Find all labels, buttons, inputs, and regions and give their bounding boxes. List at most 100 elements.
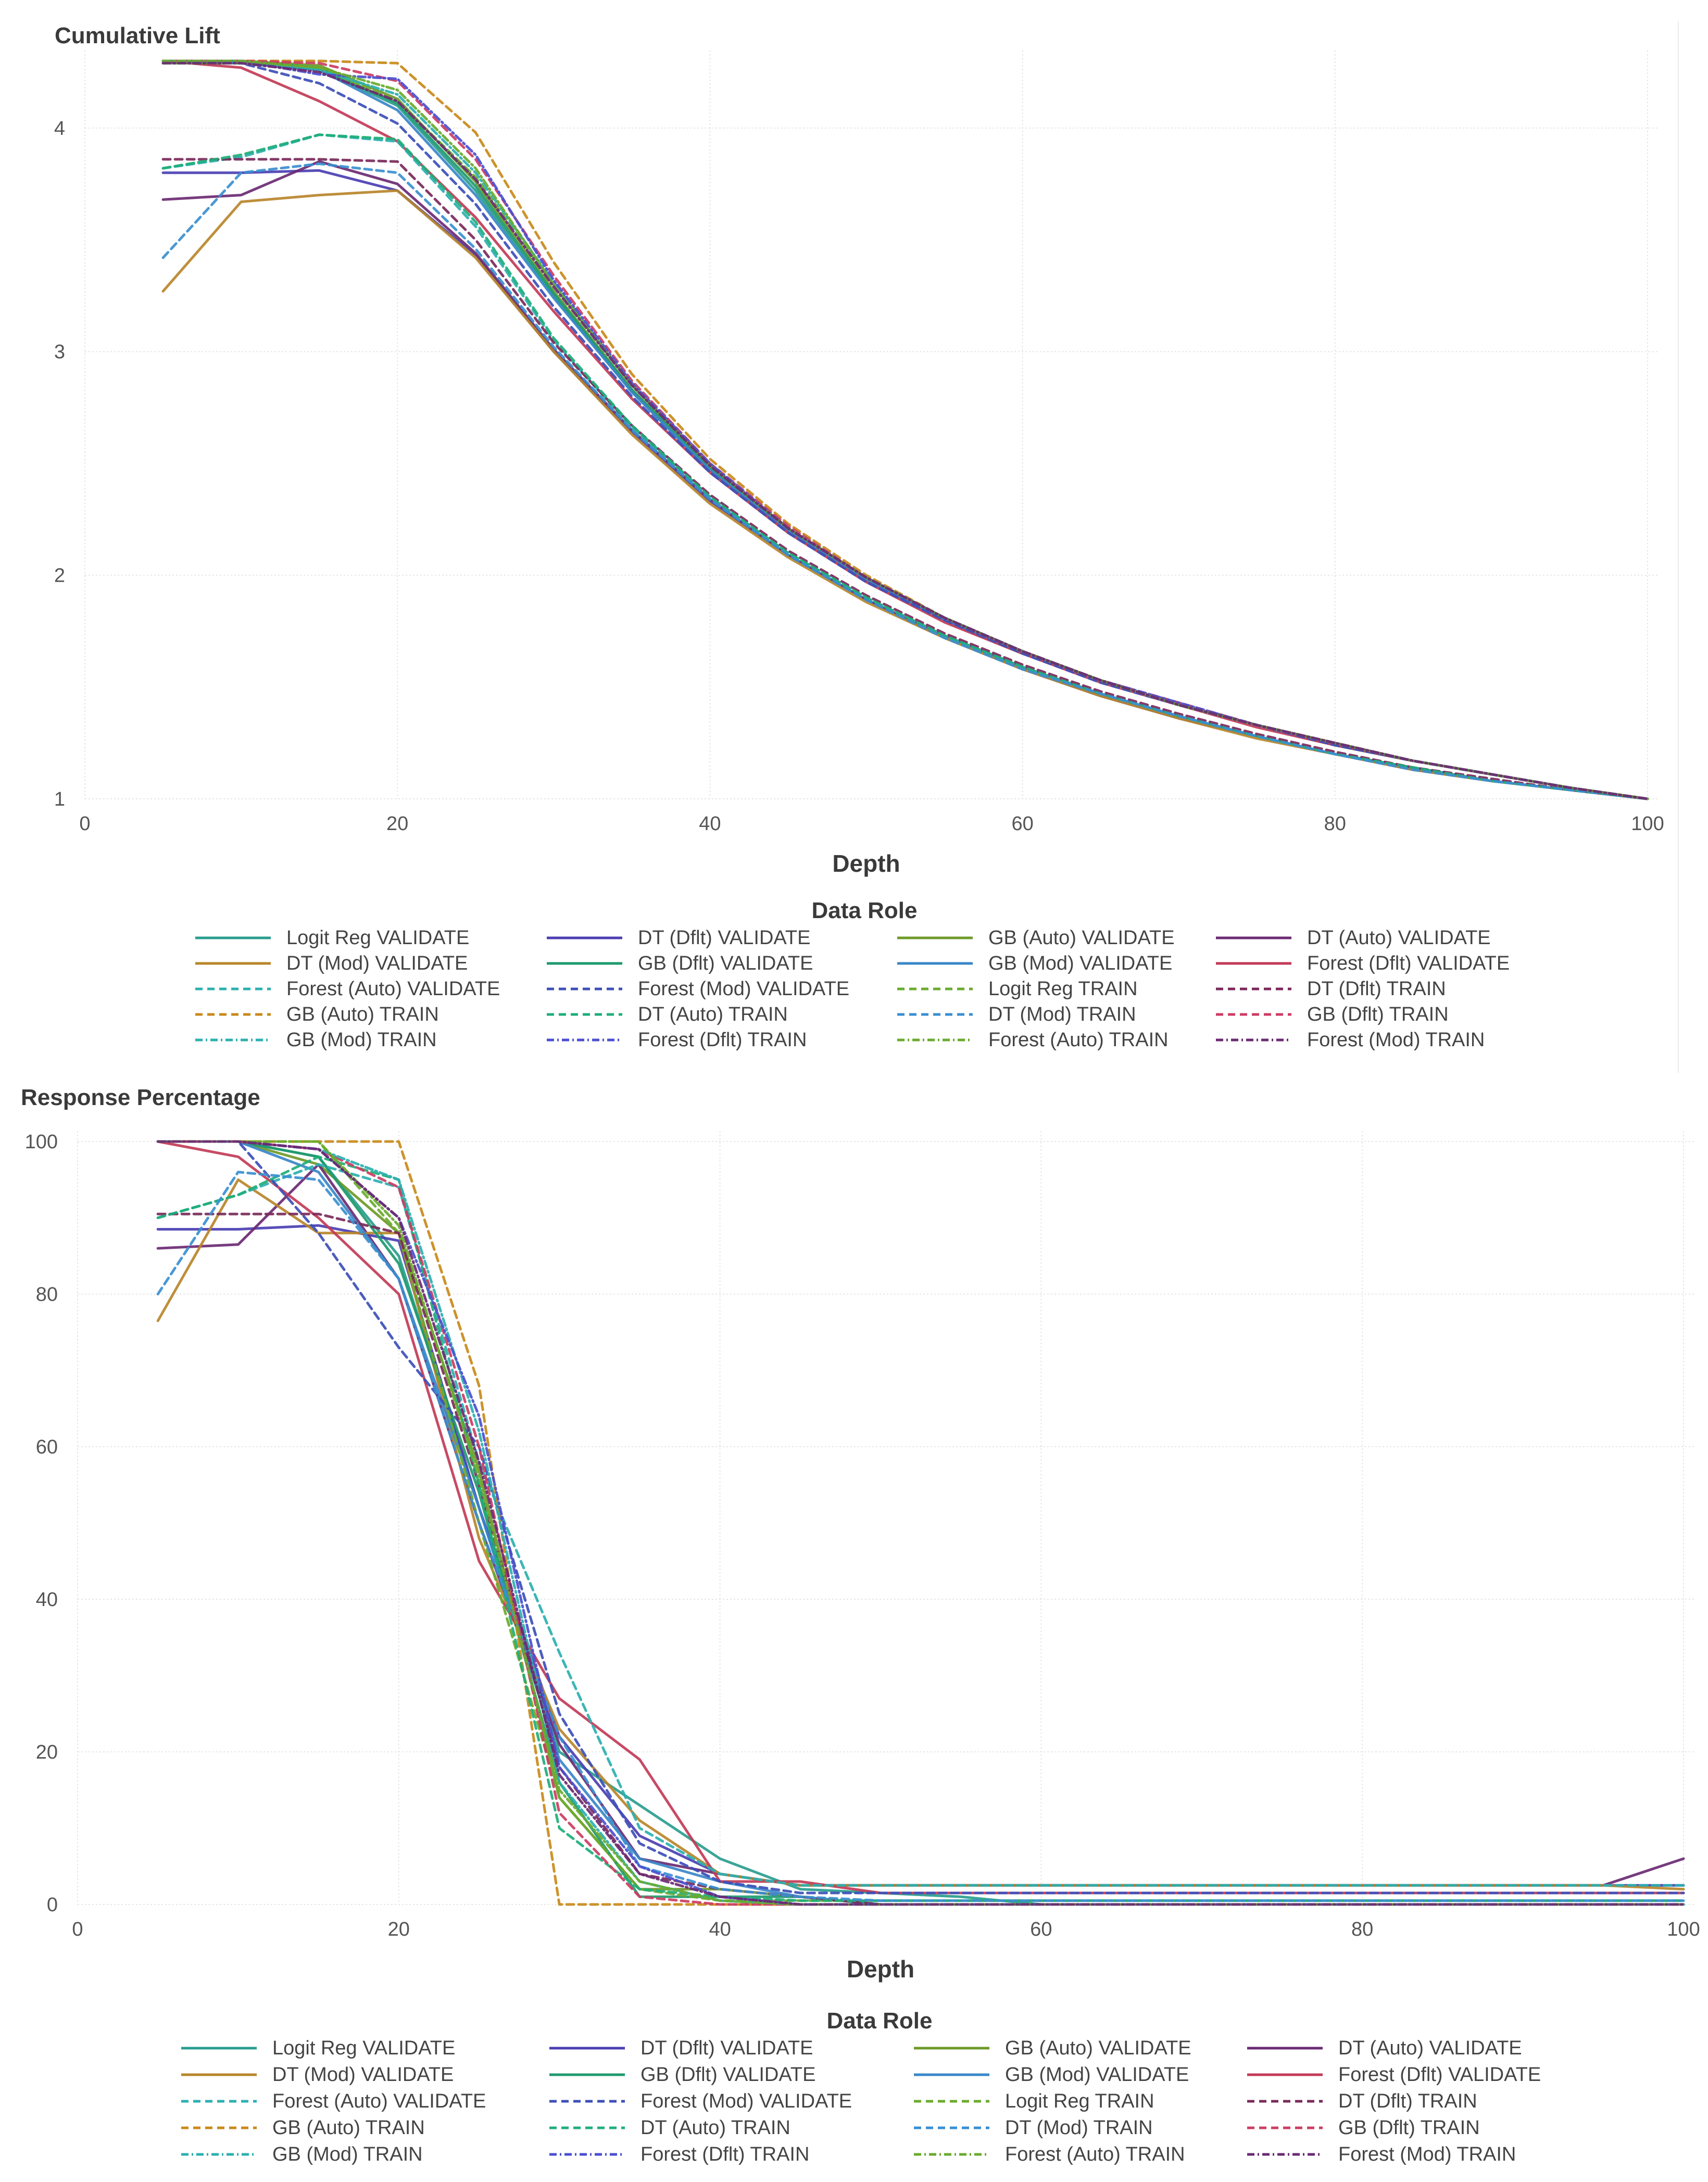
series-line-dt-dflt-validate <box>161 169 1649 800</box>
legend-item[interactable]: Logit Reg TRAIN <box>914 2090 1154 2112</box>
series-line-dt-dflt-train <box>156 1212 1685 1906</box>
legend-label: Logit Reg VALIDATE <box>272 2037 455 2059</box>
legend-item[interactable]: GB (Auto) VALIDATE <box>914 2037 1191 2059</box>
series-lines <box>161 59 1649 800</box>
legend-label: DT (Auto) VALIDATE <box>1307 927 1491 949</box>
legend-item[interactable]: DT (Auto) VALIDATE <box>1247 2037 1522 2059</box>
x-tick-label: 100 <box>1631 813 1664 835</box>
y-tick-label: 80 <box>36 1284 58 1306</box>
legend-label: Forest (Dflt) VALIDATE <box>1338 2064 1541 2086</box>
y-tick-label: 2 <box>54 565 65 587</box>
legend-item[interactable]: Forest (Dflt) VALIDATE <box>1216 952 1510 974</box>
legend-item[interactable]: Logit Reg VALIDATE <box>181 2037 455 2059</box>
legend-item[interactable]: GB (Auto) VALIDATE <box>897 927 1175 949</box>
legend-label: Forest (Auto) VALIDATE <box>286 978 500 1000</box>
legend-label: GB (Dflt) VALIDATE <box>638 952 813 974</box>
series-line-forest-mod-validate <box>156 1140 1685 1895</box>
legend-item[interactable]: Forest (Auto) VALIDATE <box>195 978 500 1000</box>
legend-label: Forest (Auto) TRAIN <box>1005 2143 1185 2165</box>
cumulative-lift-panel: Cumulative Lift 0 20 40 60 80 100 1 2 3 4 Depth Dat… <box>0 0 1708 1078</box>
x-tick-label: 20 <box>386 813 408 835</box>
legend-item[interactable]: GB (Auto) TRAIN <box>181 2117 425 2139</box>
legend-label: Forest (Auto) VALIDATE <box>272 2090 486 2112</box>
gridlines <box>77 1131 1694 1905</box>
legend-item[interactable]: GB (Mod) TRAIN <box>181 2143 423 2165</box>
legend-label: GB (Mod) TRAIN <box>272 2143 423 2165</box>
response-percentage-chart: 0 20 40 60 80 100 0 20 40 60 80 100 Depth Data Role Lo… <box>25 1131 1700 2165</box>
legend-item[interactable]: GB (Auto) TRAIN <box>195 1004 439 1025</box>
legend-item[interactable]: DT (Dflt) VALIDATE <box>547 927 810 949</box>
y-tick-label: 20 <box>36 1741 58 1763</box>
legend-item[interactable]: Logit Reg TRAIN <box>897 978 1138 1000</box>
legend-item[interactable]: DT (Mod) VALIDATE <box>195 952 468 974</box>
legend-item[interactable]: Forest (Auto) TRAIN <box>897 1029 1169 1051</box>
legend-label: GB (Mod) TRAIN <box>286 1029 437 1051</box>
series-line-dt-mod-validate <box>161 189 1649 800</box>
legend-item[interactable]: Forest (Dflt) TRAIN <box>549 2143 809 2165</box>
series-line-gb-dflt-train <box>156 1140 1685 1906</box>
series-line-forest-mod-validate <box>161 59 1649 800</box>
series-line-logit-reg-validate <box>161 61 1649 800</box>
x-axis-title: Depth <box>832 850 900 877</box>
legend-item[interactable]: Forest (Dflt) TRAIN <box>547 1029 807 1051</box>
series-line-dt-mod-validate <box>156 1178 1685 1891</box>
legend-item[interactable]: Forest (Dflt) VALIDATE <box>1247 2064 1541 2086</box>
series-line-forest-dflt-train <box>161 59 1649 800</box>
legend-item[interactable]: DT (Mod) VALIDATE <box>181 2064 454 2086</box>
legend-label: GB (Dflt) TRAIN <box>1307 1004 1449 1025</box>
legend-item[interactable]: DT (Dflt) VALIDATE <box>549 2037 813 2059</box>
series-line-forest-dflt-validate <box>161 59 1649 800</box>
legend-label: DT (Auto) TRAIN <box>638 1004 788 1025</box>
legend-item[interactable]: Forest (Auto) VALIDATE <box>181 2090 486 2112</box>
legend-item[interactable]: GB (Mod) VALIDATE <box>914 2064 1189 2086</box>
legend-item[interactable]: Forest (Mod) TRAIN <box>1216 1029 1485 1051</box>
legend-item[interactable]: GB (Mod) TRAIN <box>195 1029 437 1051</box>
legend: Logit Reg VALIDATE DT (Dflt) VALIDATE GB (… <box>181 2037 1541 2165</box>
legend-label: Logit Reg TRAIN <box>988 978 1138 1000</box>
legend-label: GB (Auto) TRAIN <box>286 1004 439 1025</box>
x-tick-label: 0 <box>72 1918 83 1940</box>
y-tick-label: 1 <box>54 788 65 810</box>
legend-item[interactable]: Forest (Mod) VALIDATE <box>547 978 849 1000</box>
series-line-gb-mod-validate <box>161 59 1649 800</box>
legend-item[interactable]: DT (Auto) VALIDATE <box>1216 927 1491 949</box>
legend-item[interactable]: Forest (Auto) TRAIN <box>914 2143 1185 2165</box>
legend-item[interactable]: DT (Auto) TRAIN <box>547 1004 788 1025</box>
legend-label: GB (Auto) VALIDATE <box>1005 2037 1191 2059</box>
series-line-gb-mod-train <box>156 1140 1685 1906</box>
legend-item[interactable]: GB (Mod) VALIDATE <box>897 952 1172 974</box>
legend-item[interactable]: Forest (Mod) TRAIN <box>1247 2143 1516 2165</box>
legend-item[interactable]: DT (Auto) TRAIN <box>549 2117 790 2139</box>
series-line-dt-mod-train <box>161 162 1649 800</box>
y-tick-label: 3 <box>54 341 65 363</box>
legend-item[interactable]: DT (Mod) TRAIN <box>914 2117 1153 2139</box>
chart-title: Cumulative Lift <box>55 23 220 48</box>
legend-label: DT (Dflt) TRAIN <box>1307 978 1446 1000</box>
legend-label: DT (Dflt) TRAIN <box>1338 2090 1477 2112</box>
series-line-gb-auto-train <box>161 59 1649 800</box>
legend-item[interactable]: GB (Dflt) VALIDATE <box>549 2064 815 2086</box>
y-tick-label: 0 <box>47 1894 58 1916</box>
legend-label: Forest (Mod) TRAIN <box>1307 1029 1485 1051</box>
legend-item[interactable]: GB (Dflt) TRAIN <box>1247 2117 1480 2139</box>
legend-item[interactable]: DT (Dflt) TRAIN <box>1247 2090 1477 2112</box>
series-line-logit-reg-validate <box>156 1140 1685 1906</box>
legend-item[interactable]: DT (Dflt) TRAIN <box>1216 978 1446 1000</box>
legend-label: DT (Mod) VALIDATE <box>286 952 468 974</box>
y-tick-label: 40 <box>36 1589 58 1611</box>
x-tick-label: 80 <box>1324 813 1346 835</box>
legend-item[interactable]: Forest (Mod) VALIDATE <box>549 2090 852 2112</box>
legend-label: Forest (Mod) TRAIN <box>1338 2143 1516 2165</box>
series-line-forest-dflt-validate <box>156 1140 1685 1895</box>
series-line-gb-dflt-validate <box>161 59 1649 800</box>
legend-item[interactable]: DT (Mod) TRAIN <box>897 1004 1136 1025</box>
series-line-forest-auto-train <box>161 59 1649 800</box>
series-line-forest-mod-train <box>161 61 1649 800</box>
legend-item[interactable]: GB (Dflt) TRAIN <box>1216 1004 1449 1025</box>
series-line-forest-auto-validate <box>156 1163 1685 1887</box>
series-line-dt-auto-validate <box>156 1163 1685 1887</box>
x-axis-title: Depth <box>847 1955 914 1983</box>
legend-label: Forest (Dflt) TRAIN <box>638 1029 807 1051</box>
legend-item[interactable]: Logit Reg VALIDATE <box>195 927 469 949</box>
legend-item[interactable]: GB (Dflt) VALIDATE <box>547 952 813 974</box>
